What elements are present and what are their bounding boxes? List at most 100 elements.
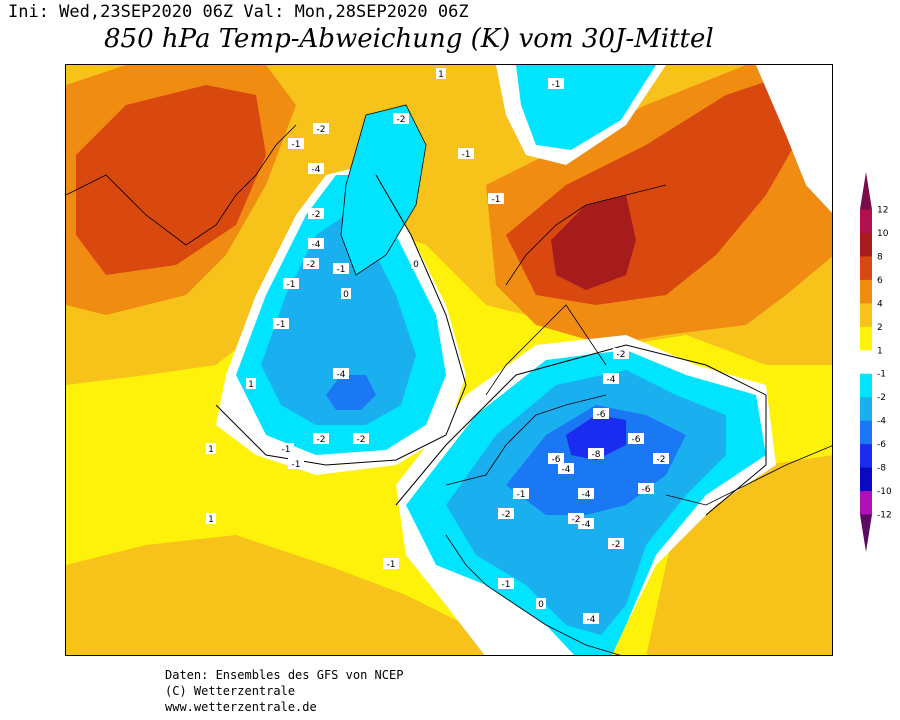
anomaly-band-blue-atlantic <box>261 215 416 425</box>
contour-label: -1 <box>502 580 511 590</box>
contour-label-box <box>548 453 564 464</box>
contour-label: 0 <box>538 600 544 610</box>
contour-label-box <box>288 138 304 149</box>
contour-label-box <box>353 433 369 444</box>
contour-label-box <box>313 433 329 444</box>
contour-label: 1 <box>248 380 254 390</box>
contour-label: -6 <box>642 485 651 495</box>
contour-label-box <box>333 263 349 274</box>
contour-label: -2 <box>307 260 316 270</box>
contour-label: -4 <box>337 370 346 380</box>
contour-label-box <box>628 433 644 444</box>
contour-label: -2 <box>502 510 511 520</box>
greenland-landmass <box>340 104 427 276</box>
anomaly-band-8-10 <box>551 195 636 290</box>
legend-swatch <box>860 373 872 398</box>
legend-swatch <box>860 209 872 234</box>
contour-label: -4 <box>587 615 596 625</box>
legend-swatch <box>860 303 872 328</box>
contour-label-box <box>278 443 294 454</box>
contour-label: -4 <box>582 490 591 500</box>
legend-tick-label: -1 <box>877 370 886 380</box>
contour-label: -1 <box>287 280 296 290</box>
contour-label-box <box>613 348 629 359</box>
contour-label-box <box>458 148 474 159</box>
contour-label-box <box>558 463 574 474</box>
contour-label: -2 <box>357 435 366 445</box>
footer-data-source: Daten: Ensembles des GFS von NCEP <box>165 668 404 682</box>
contour-label: -6 <box>632 435 641 445</box>
contour-label: -6 <box>552 455 561 465</box>
contour-label-box <box>578 488 594 499</box>
contour-label: -2 <box>617 350 626 360</box>
contour-label: -4 <box>312 165 321 175</box>
contour-label: -4 <box>607 375 616 385</box>
contour-label-box <box>588 448 604 459</box>
contour-label-box <box>283 278 299 289</box>
contour-label-box <box>498 508 514 519</box>
contour-label: 1 <box>208 515 214 525</box>
legend-swatch <box>860 397 872 422</box>
anomaly-band-2-4-south <box>66 535 504 655</box>
contour-label-box <box>273 318 289 329</box>
contour-label-box <box>638 483 654 494</box>
contour-label: -1 <box>552 80 561 90</box>
anomaly-band-neutral-east <box>756 65 832 213</box>
contour-label: -2 <box>312 210 321 220</box>
contour-label: -1 <box>492 195 501 205</box>
contour-label: -1 <box>277 320 286 330</box>
contour-label: -2 <box>397 115 406 125</box>
contour-label-box <box>308 163 324 174</box>
legend-swatch <box>860 232 872 257</box>
contour-label-box <box>583 613 599 624</box>
legend-tick-label: 12 <box>877 205 888 215</box>
contour-label: -1 <box>462 150 471 160</box>
legend-swatch <box>860 350 872 375</box>
contour-label-box <box>653 453 669 464</box>
contour-label-box <box>308 208 324 219</box>
init-valid-line: Ini: Wed,23SEP2020 06Z Val: Mon,28SEP202… <box>8 2 469 22</box>
legend-tick-label: 2 <box>877 323 883 333</box>
contour-label: -2 <box>657 455 666 465</box>
contour-label: -6 <box>597 410 606 420</box>
legend-swatch <box>860 514 872 552</box>
contour-label-box <box>436 68 446 79</box>
legend-tick-label: 1 <box>877 346 883 356</box>
contour-label-box <box>383 558 399 569</box>
legend-swatch <box>860 467 872 492</box>
legend-swatches <box>860 172 872 552</box>
contour-label: -1 <box>387 560 396 570</box>
contour-label: -2 <box>317 125 326 135</box>
map-panel: 1 -1 -2 -4 -2 -4 -2 -1 0 1 -1 -1 -4 -2 -1 0 -2 -1 -1 -1 -4 -2… <box>65 64 833 656</box>
legend-swatch <box>860 420 872 445</box>
contour-label: -1 <box>517 490 526 500</box>
legend-tick-label: 8 <box>877 252 883 262</box>
contour-label-box <box>513 488 529 499</box>
legend-swatch <box>860 279 872 304</box>
contour-label: -4 <box>312 240 321 250</box>
contour-label-box <box>593 408 609 419</box>
contour-label: -1 <box>337 265 346 275</box>
contour-label-box <box>308 238 324 249</box>
contour-label: -1 <box>292 460 301 470</box>
anomaly-band-midblue-atlantic <box>326 375 376 410</box>
contour-label: -2 <box>612 540 621 550</box>
legend-swatch <box>860 256 872 281</box>
contour-label: -1 <box>282 445 291 455</box>
contour-label: -4 <box>562 465 571 475</box>
contour-label: -1 <box>292 140 301 150</box>
contour-labels: 1-1-2-4-2-4-2-101-1-1-4-2-1 0-2-1-1-1-4-2… <box>206 68 669 625</box>
contour-label-box <box>578 518 594 529</box>
footer-copyright: (C) Wetterzentrale <box>165 684 296 698</box>
contour-label-box <box>206 513 216 524</box>
contour-label-box <box>536 598 546 609</box>
legend-swatch <box>860 491 872 516</box>
contour-label-box <box>488 193 504 204</box>
legend-tick-label: -10 <box>877 487 892 497</box>
legend-ticks: 12 10 8 6 4 2 1 -1 -2 -4 -6 -8 -10 -12 <box>877 205 892 520</box>
legend-tick-label: -6 <box>877 440 886 450</box>
legend-swatch <box>860 326 872 351</box>
contour-label-box <box>411 258 421 269</box>
contour-label-box <box>206 443 216 454</box>
legend-tick-label: 10 <box>877 229 889 239</box>
